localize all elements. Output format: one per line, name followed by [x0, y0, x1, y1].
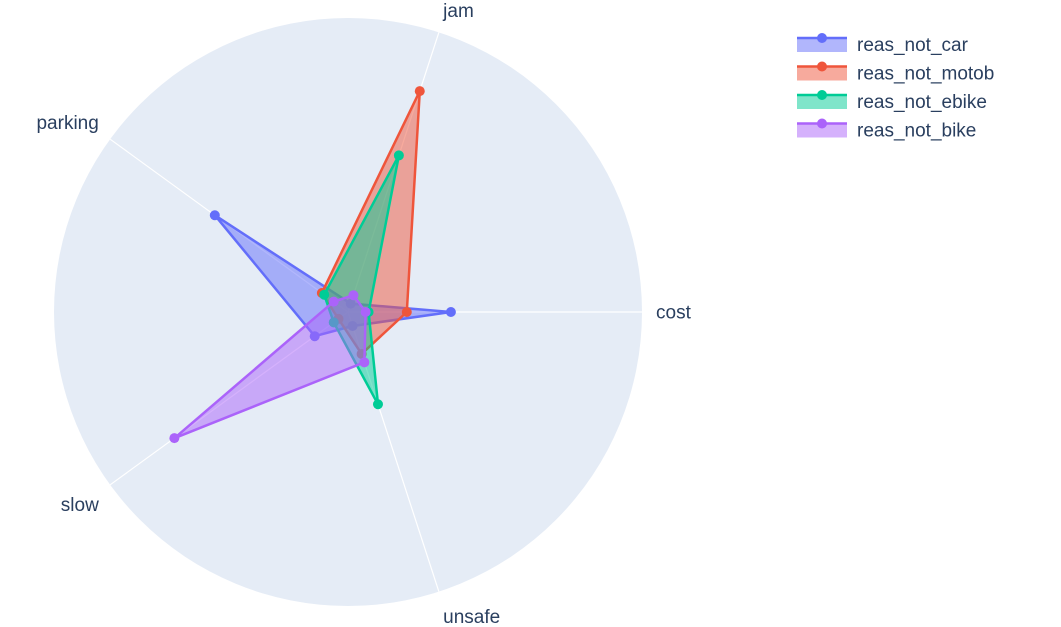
data-point-reas_not_bike-jam[interactable]: [348, 290, 359, 301]
axis-label-parking: parking: [36, 113, 98, 134]
data-point-reas_not_ebike-unsafe[interactable]: [372, 399, 383, 410]
legend-label: reas_not_car: [857, 35, 969, 56]
data-point-reas_not_bike-unsafe[interactable]: [359, 357, 370, 368]
data-point-reas_not_bike-slow[interactable]: [169, 433, 180, 444]
legend-marker: [817, 90, 827, 100]
legend-item-reas_not_motob[interactable]: reas_not_motob: [797, 61, 994, 85]
legend-swatch: [797, 66, 847, 81]
legend-item-reas_not_ebike[interactable]: reas_not_ebike: [797, 90, 987, 113]
legend-label: reas_not_ebike: [857, 92, 987, 113]
legend-label: reas_not_bike: [857, 121, 976, 142]
legend-marker: [817, 61, 827, 72]
data-point-reas_not_ebike-parking[interactable]: [319, 289, 330, 300]
legend-swatch: [797, 123, 847, 138]
legend[interactable]: reas_not_car reas_not_motob reas_not_ebike…: [797, 33, 994, 142]
data-point-reas_not_motob-cost[interactable]: [401, 307, 412, 317]
series-reas_not_bike[interactable]: [169, 290, 371, 444]
series-layer: [169, 86, 456, 444]
data-point-reas_not_motob-jam[interactable]: [414, 86, 425, 97]
data-point-reas_not_bike-parking[interactable]: [328, 296, 339, 307]
data-point-reas_not_car-parking[interactable]: [209, 210, 220, 221]
legend-label: reas_not_motob: [857, 64, 994, 85]
axis-labels: cost jam parking slow unsafe: [36, 1, 691, 627]
legend-item-reas_not_car[interactable]: reas_not_car: [797, 33, 969, 56]
legend-item-reas_not_bike[interactable]: reas_not_bike: [797, 118, 976, 142]
data-point-reas_not_bike-cost[interactable]: [360, 307, 371, 317]
legend-swatch: [797, 38, 847, 52]
data-point-reas_not_car-cost[interactable]: [445, 307, 456, 317]
data-point-reas_not_ebike-jam[interactable]: [393, 150, 404, 161]
legend-marker: [817, 118, 827, 129]
legend-marker: [817, 33, 827, 43]
axis-label-slow: slow: [61, 495, 99, 516]
axis-label-cost: cost: [656, 303, 692, 324]
axis-label-jam: jam: [442, 1, 474, 22]
legend-swatch: [797, 95, 847, 109]
axis-label-unsafe: unsafe: [443, 607, 500, 627]
